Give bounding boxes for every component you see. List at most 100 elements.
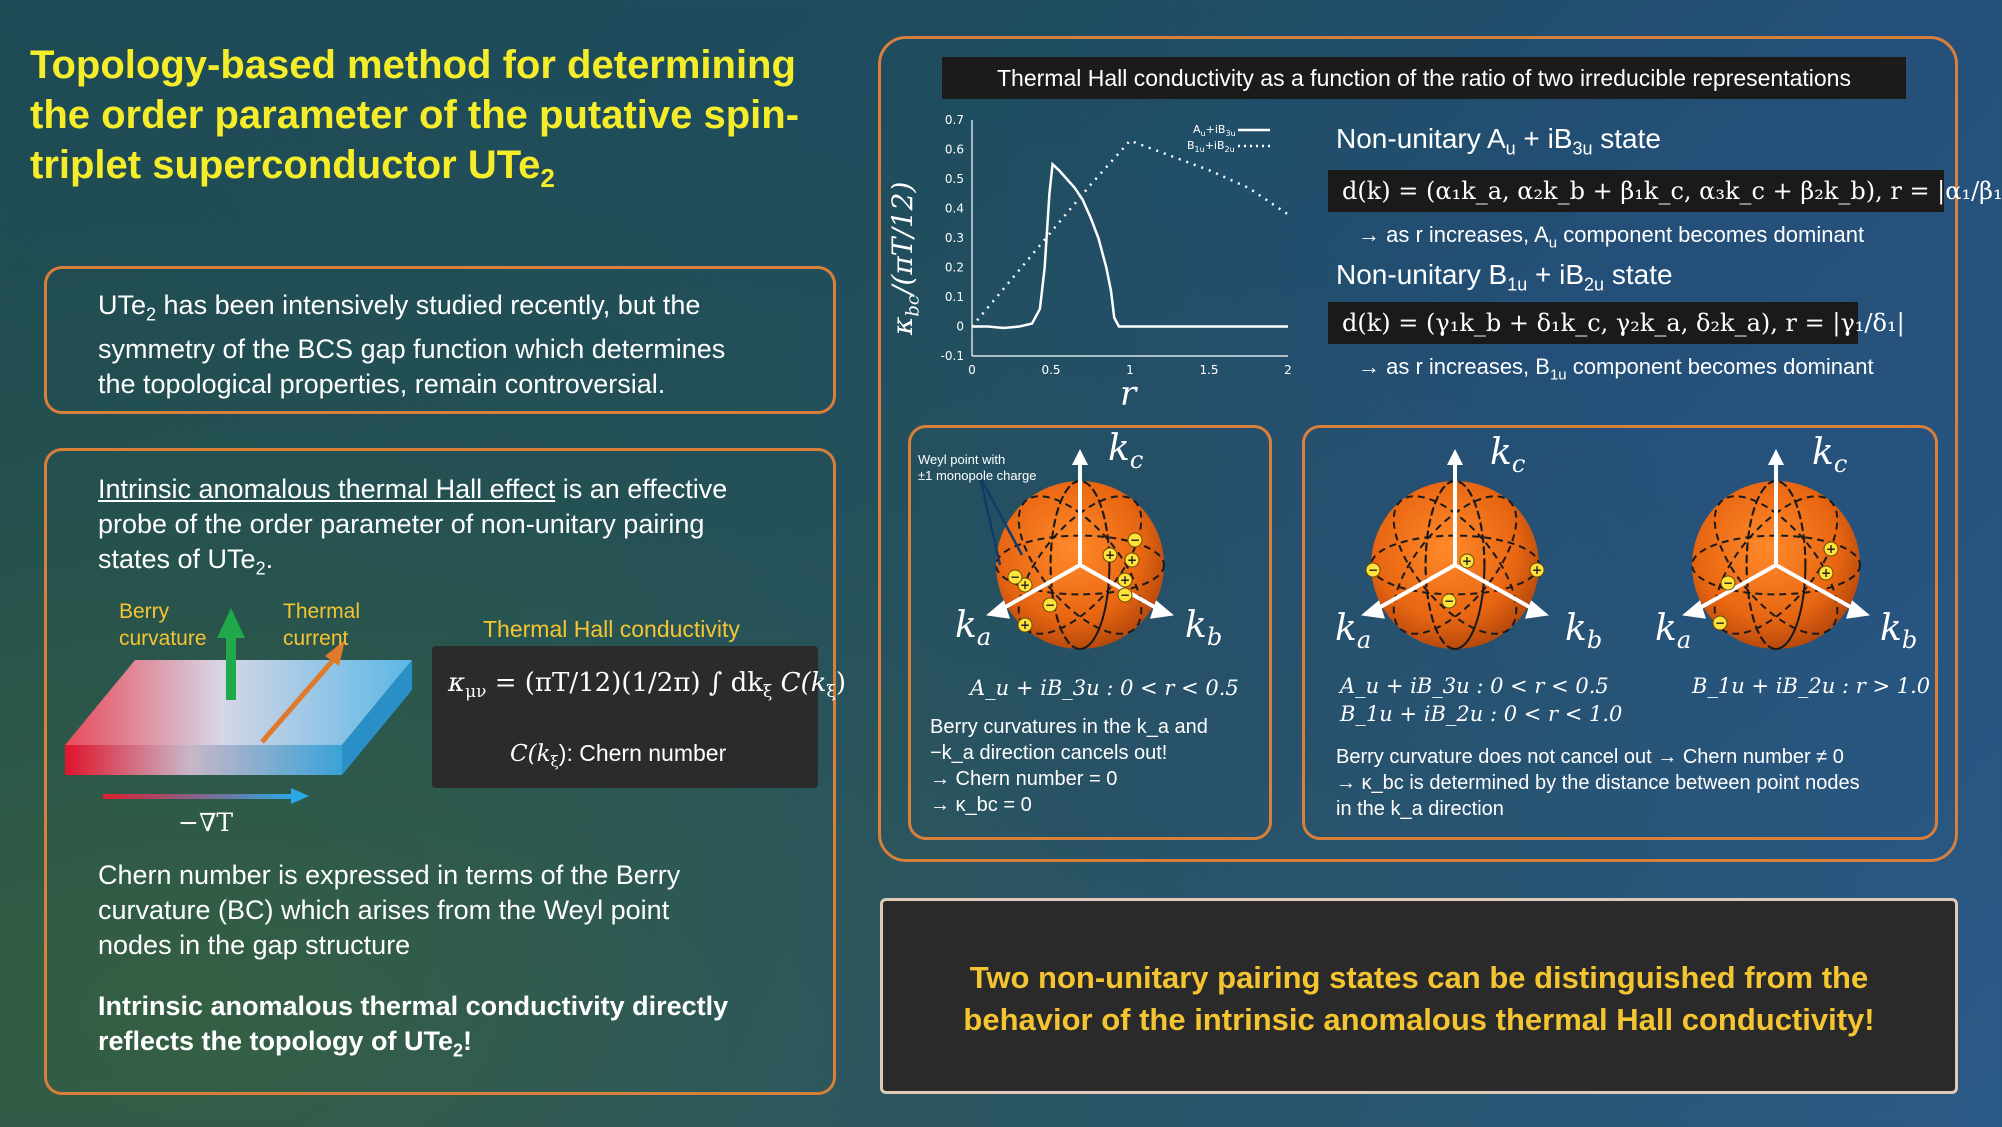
sphere-grid-line <box>1424 480 1486 650</box>
weyl-point-sign: + <box>1826 542 1836 556</box>
sphere3-kb-label: kb <box>1880 608 1918 655</box>
cancellation-note: Berry curvatures in the k_a and −k_a dir… <box>930 716 1208 816</box>
weyl-point-plus <box>1124 552 1140 568</box>
sphere1-ka-label: ka <box>955 605 992 652</box>
plot-title: Thermal Hall conductivity as a function … <box>942 57 1906 99</box>
y-tick-label: 0.7 <box>945 113 964 127</box>
weyl-pointer-1 <box>978 476 1002 566</box>
intro-box <box>44 266 836 414</box>
weyl-point-plus <box>1017 577 1033 593</box>
state2-heading: Non-unitary B1u + iB2u state <box>1336 259 1673 295</box>
y-tick-label: 0.1 <box>945 290 964 304</box>
legend-entry-au: Au+iB3u <box>1193 123 1236 138</box>
sphere-grid-line <box>1745 480 1807 650</box>
momentum-axis <box>1454 563 1538 613</box>
thermal-slab-illustration <box>65 608 412 804</box>
weyl-point-minus <box>1007 569 1023 585</box>
sphere3-ka-label: ka <box>1655 608 1692 655</box>
axis-arrowhead <box>986 600 1010 619</box>
sphere3-caption: B_1u + iB_2u : r > 1.0 <box>1692 674 1931 698</box>
weyl-point-minus <box>1441 593 1457 609</box>
axis-arrowhead <box>1525 600 1549 619</box>
weyl-point-minus <box>1042 597 1058 613</box>
state1-equation: d(k) = (α₁k_a, α₂k_b + β₁k_c, α₃k_c + β₂… <box>1328 170 2002 212</box>
weyl-point-sign: − <box>1368 563 1378 577</box>
sphere3-kc-label: kc <box>1812 432 1848 479</box>
weyl-point-sign: − <box>1444 594 1454 608</box>
weyl-point-sign: + <box>1105 548 1115 562</box>
berry-curvature-label: Berry curvature <box>119 600 207 650</box>
weyl-point-plus <box>1102 547 1118 563</box>
chern-paragraph: Chern number is expressed in terms of th… <box>98 860 681 960</box>
weyl-point-sign: + <box>1532 563 1542 577</box>
sphere2-ka-label: ka <box>1335 608 1372 655</box>
sphere-panel-right <box>1302 425 1938 840</box>
weyl-point-plus <box>1823 541 1839 557</box>
axis-arrowhead <box>1361 600 1385 619</box>
weyl-point-minus <box>1720 575 1736 591</box>
weyl-point-plus <box>1017 617 1033 633</box>
weyl-pointer-2 <box>978 476 1024 556</box>
topology-statement: Intrinsic anomalous thermal conductivity… <box>98 991 729 1061</box>
formula-box <box>432 646 818 788</box>
momentum-axis <box>1693 563 1777 613</box>
thermal-hall-formula: κμν = (πT/12)(1/2π) ∫ dkξ C(kξ) <box>448 668 846 703</box>
sphere-2: + + − − <box>1361 449 1549 650</box>
state1-note: → as r increases, Au component becomes d… <box>1358 222 1865 252</box>
sphere-grid-line <box>1017 495 1143 635</box>
sphere-1: + ++++−−−− <box>986 449 1174 650</box>
probe-paragraph: Intrinsic anomalous thermal Hall effect … <box>98 474 728 579</box>
conclusion-line-1: Two non-unitary pairing states can be di… <box>969 960 1869 995</box>
sphere1-kb-label: kb <box>1185 605 1223 652</box>
weyl-point-sign: + <box>1120 573 1130 587</box>
probe-box <box>44 448 836 1095</box>
series-line-b1u-ib2u <box>971 139 1289 328</box>
weyl-point-sign: − <box>1010 570 1020 584</box>
intro-text: UTe2 has been intensively studied recent… <box>98 290 726 400</box>
state2-note: → as r increases, B1u component becomes … <box>1358 354 1874 384</box>
momentum-axis <box>1079 563 1163 613</box>
y-tick-label: 0.3 <box>945 231 964 245</box>
legend-entry-b1u: B1u+iB2u <box>1187 139 1235 154</box>
axis-arrowhead <box>1682 600 1706 619</box>
y-tick-label: 0.4 <box>945 202 964 216</box>
state2-equation: d(k) = (γ₁k_b + δ₁k_c, γ₂k_a, δ₂k_a), r … <box>1328 302 1905 344</box>
axis-arrowhead <box>1447 449 1463 465</box>
weyl-point-minus <box>1127 532 1143 548</box>
chern-number-definition: C(kξ): Chern number <box>510 740 727 771</box>
y-tick-label: 0.6 <box>945 143 964 157</box>
sphere-grid-line <box>1713 495 1839 635</box>
weyl-point-sign: − <box>1723 576 1733 590</box>
momentum-axis <box>1775 563 1859 613</box>
sphere2-caption-a: A_u + iB_3u : 0 < r < 0.5 <box>1340 674 1609 698</box>
x-tick-label: 2 <box>1284 363 1292 377</box>
weyl-point-sign: − <box>1120 588 1130 602</box>
weyl-point-note: Weyl point with ±1 monopole charge <box>918 452 1037 483</box>
conclusion-box: Two non-unitary pairing states can be di… <box>880 898 1958 1094</box>
axis-arrowhead <box>1150 600 1174 619</box>
x-tick-label: 1 <box>1126 363 1134 377</box>
sphere-grid-line <box>1392 495 1518 635</box>
sphere-diagrams: + ++++−−−− ++−− ++−− <box>978 449 1870 650</box>
sphere-panel-left <box>908 425 1272 840</box>
weyl-point-minus <box>1365 562 1381 578</box>
weyl-point-sign: + <box>1020 618 1030 632</box>
weyl-point-sign: + <box>1462 554 1472 568</box>
weyl-point-sign: − <box>1130 533 1140 547</box>
weyl-point-plus <box>1818 565 1834 581</box>
y-tick-label: 0.5 <box>945 172 964 186</box>
chart-legend: Au+iB3u B1u+iB2u <box>1187 123 1270 154</box>
weyl-point-sign: + <box>1127 553 1137 567</box>
x-tick-label: 0 <box>968 363 976 377</box>
axis-arrowhead <box>1768 449 1784 465</box>
axis-arrowhead <box>1072 449 1088 465</box>
sphere1-kc-label: kc <box>1108 428 1144 475</box>
sphere-grid-line <box>1049 480 1111 650</box>
sphere-3: + + − − <box>1682 449 1870 650</box>
y-tick-label: -0.1 <box>941 349 964 363</box>
series-line-au-ib3u <box>972 161 1288 330</box>
chart-x-axis-label: r <box>1120 374 1137 414</box>
weyl-point-sign: + <box>1020 578 1030 592</box>
x-tick-label: 0.5 <box>1041 363 1060 377</box>
weyl-point-plus <box>1117 572 1133 588</box>
